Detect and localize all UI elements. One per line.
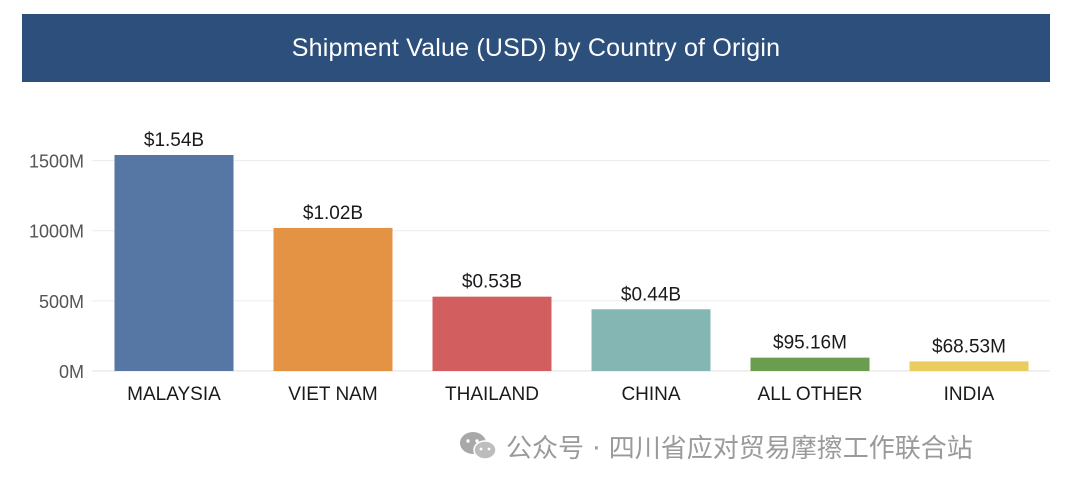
data-label: $1.54B — [144, 130, 204, 151]
x-tick-label: CHINA — [621, 384, 680, 405]
x-tick-label: VIET NAM — [288, 384, 377, 405]
chart-title: Shipment Value (USD) by Country of Origi… — [291, 33, 781, 62]
data-label: $0.53B — [462, 272, 522, 293]
data-label: $1.02B — [303, 203, 363, 224]
y-tick-label: 1000M — [29, 222, 84, 242]
x-tick-label: THAILAND — [445, 384, 539, 405]
x-tick-label: INDIA — [944, 384, 995, 405]
y-tick-label: 0M — [59, 362, 84, 382]
x-tick-label: ALL OTHER — [758, 384, 863, 405]
bar — [591, 309, 711, 371]
bar — [114, 155, 234, 371]
bar — [909, 361, 1029, 371]
y-tick-label: 1500M — [29, 152, 84, 172]
wechat-icon — [460, 432, 497, 460]
x-tick-label: MALAYSIA — [127, 384, 221, 405]
y-tick-label: 500M — [39, 292, 84, 312]
data-label: $95.16M — [773, 333, 847, 354]
data-label: $68.53M — [932, 336, 1006, 357]
bar — [750, 357, 870, 371]
data-label: $0.44B — [621, 284, 681, 305]
watermark: 公众号 · 四川省应对贸易摩擦工作联合站 — [458, 426, 973, 466]
title-banner: Shipment Value (USD) by Country of Origi… — [22, 14, 1050, 82]
bar — [273, 227, 393, 371]
watermark-text: 公众号 · 四川省应对贸易摩擦工作联合站 — [506, 433, 973, 464]
bar — [432, 296, 552, 371]
